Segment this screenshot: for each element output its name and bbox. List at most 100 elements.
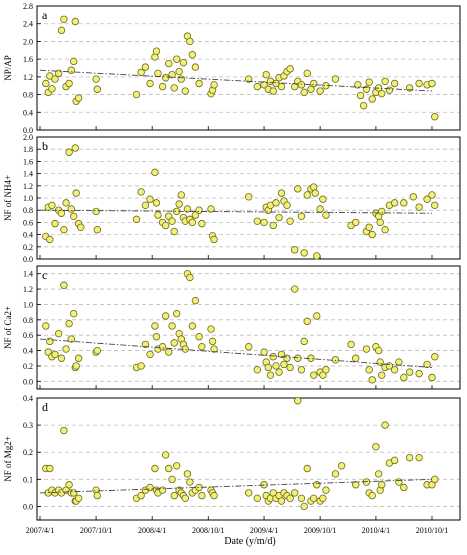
data-point (195, 333, 203, 341)
data-point (362, 85, 371, 93)
data-point (331, 470, 340, 478)
data-point (46, 235, 54, 244)
data-point (297, 366, 306, 374)
x-tick-label: 2008/10/1 (192, 526, 224, 535)
data-point (146, 195, 154, 203)
data-point (62, 345, 70, 353)
data-point (72, 362, 80, 370)
data-point (309, 494, 318, 503)
data-point (365, 366, 373, 374)
y-tick-label: 0.4 (23, 231, 33, 240)
data-point (93, 346, 102, 355)
trend-line (39, 338, 433, 368)
data-point (51, 75, 59, 83)
data-point (269, 221, 277, 230)
data-point (191, 296, 200, 305)
data-point (67, 335, 75, 343)
data-point (313, 252, 321, 260)
data-point (428, 191, 436, 199)
data-point (65, 319, 73, 328)
data-point (70, 57, 78, 66)
data-point (141, 63, 150, 71)
data-point (319, 494, 327, 503)
y-tick-label: 1.2 (23, 73, 33, 82)
data-point (65, 148, 73, 156)
data-point (181, 494, 189, 503)
data-point (351, 481, 360, 489)
data-point (57, 26, 66, 35)
y-tick-label: 2.4 (23, 20, 33, 29)
data-point (51, 350, 59, 359)
data-point (70, 309, 78, 318)
data-point (74, 494, 83, 503)
data-point (313, 481, 321, 489)
data-point (151, 168, 159, 177)
y-tick-label: 0.3 (23, 421, 33, 430)
y-tick-label: 0.6 (23, 331, 33, 340)
data-point (207, 205, 215, 213)
data-point (186, 478, 194, 486)
data-point (152, 199, 161, 207)
x-tick-label: 2007/4/1 (26, 526, 54, 535)
y-tick-label: 0.4 (23, 394, 33, 403)
data-point (137, 362, 145, 370)
data-point (67, 66, 75, 74)
y-tick-label: 1.0 (23, 194, 33, 203)
data-point (385, 86, 394, 94)
data-point (390, 79, 399, 88)
x-tick-label: 2009/4/1 (250, 526, 278, 535)
data-point (400, 199, 408, 207)
data-point (175, 67, 183, 76)
y-tick-label: 0.0 (23, 255, 33, 264)
data-point (186, 37, 194, 46)
x-tick-label: 2007/10/1 (80, 526, 112, 535)
data-point (390, 366, 399, 374)
data-point (390, 456, 399, 465)
y-axis-title: NF of NH4+ (3, 175, 13, 221)
y-tick-label: 1.2 (23, 182, 33, 191)
data-point (70, 212, 78, 220)
data-point (277, 189, 286, 197)
data-point (170, 84, 178, 92)
data-point (322, 366, 330, 374)
y-axis-title: NP/AP (3, 55, 13, 81)
data-point (264, 363, 273, 372)
data-point (381, 226, 389, 234)
data-point (188, 51, 197, 59)
data-point (210, 345, 218, 353)
y-tick-label: 2.0 (23, 37, 33, 46)
data-point (146, 483, 154, 492)
data-point (65, 79, 73, 88)
data-point (260, 81, 268, 89)
data-point (277, 82, 286, 91)
panel-c: 0.0 0.2 0.4 0.6 0.8 1.0 1.2 1.4 c NF of Ca2+ (3, 265, 461, 390)
data-point (381, 421, 389, 429)
data-point (351, 218, 360, 227)
data-point (60, 226, 68, 234)
plot-frame (36, 265, 461, 390)
y-tick-label: 0.0 (23, 377, 33, 386)
data-point (286, 217, 294, 225)
data-point (395, 358, 403, 366)
data-point (272, 79, 280, 88)
x-tick-label: 2009/10/1 (304, 526, 336, 535)
data-point (362, 345, 371, 353)
y-tick-label: 2.8 (23, 2, 33, 11)
data-point (208, 337, 217, 346)
data-point (294, 354, 302, 362)
data-point (188, 322, 197, 330)
data-point (365, 78, 373, 86)
plot-frame (36, 397, 461, 521)
data-point (286, 363, 294, 372)
data-point (300, 249, 308, 257)
data-point (146, 350, 154, 359)
data-point (316, 205, 324, 213)
data-point (277, 350, 286, 359)
x-axis-title: Date (y/m/d) (224, 536, 275, 547)
data-point (311, 189, 319, 197)
data-point (405, 368, 414, 376)
data-point (286, 65, 294, 73)
data-point (269, 353, 277, 361)
data-point (300, 88, 308, 97)
panel-b: 0.0 0.2 0.4 0.6 0.8 1.0 1.2 1.4 1.6 1.8 2.0 b NF of … (3, 133, 461, 264)
